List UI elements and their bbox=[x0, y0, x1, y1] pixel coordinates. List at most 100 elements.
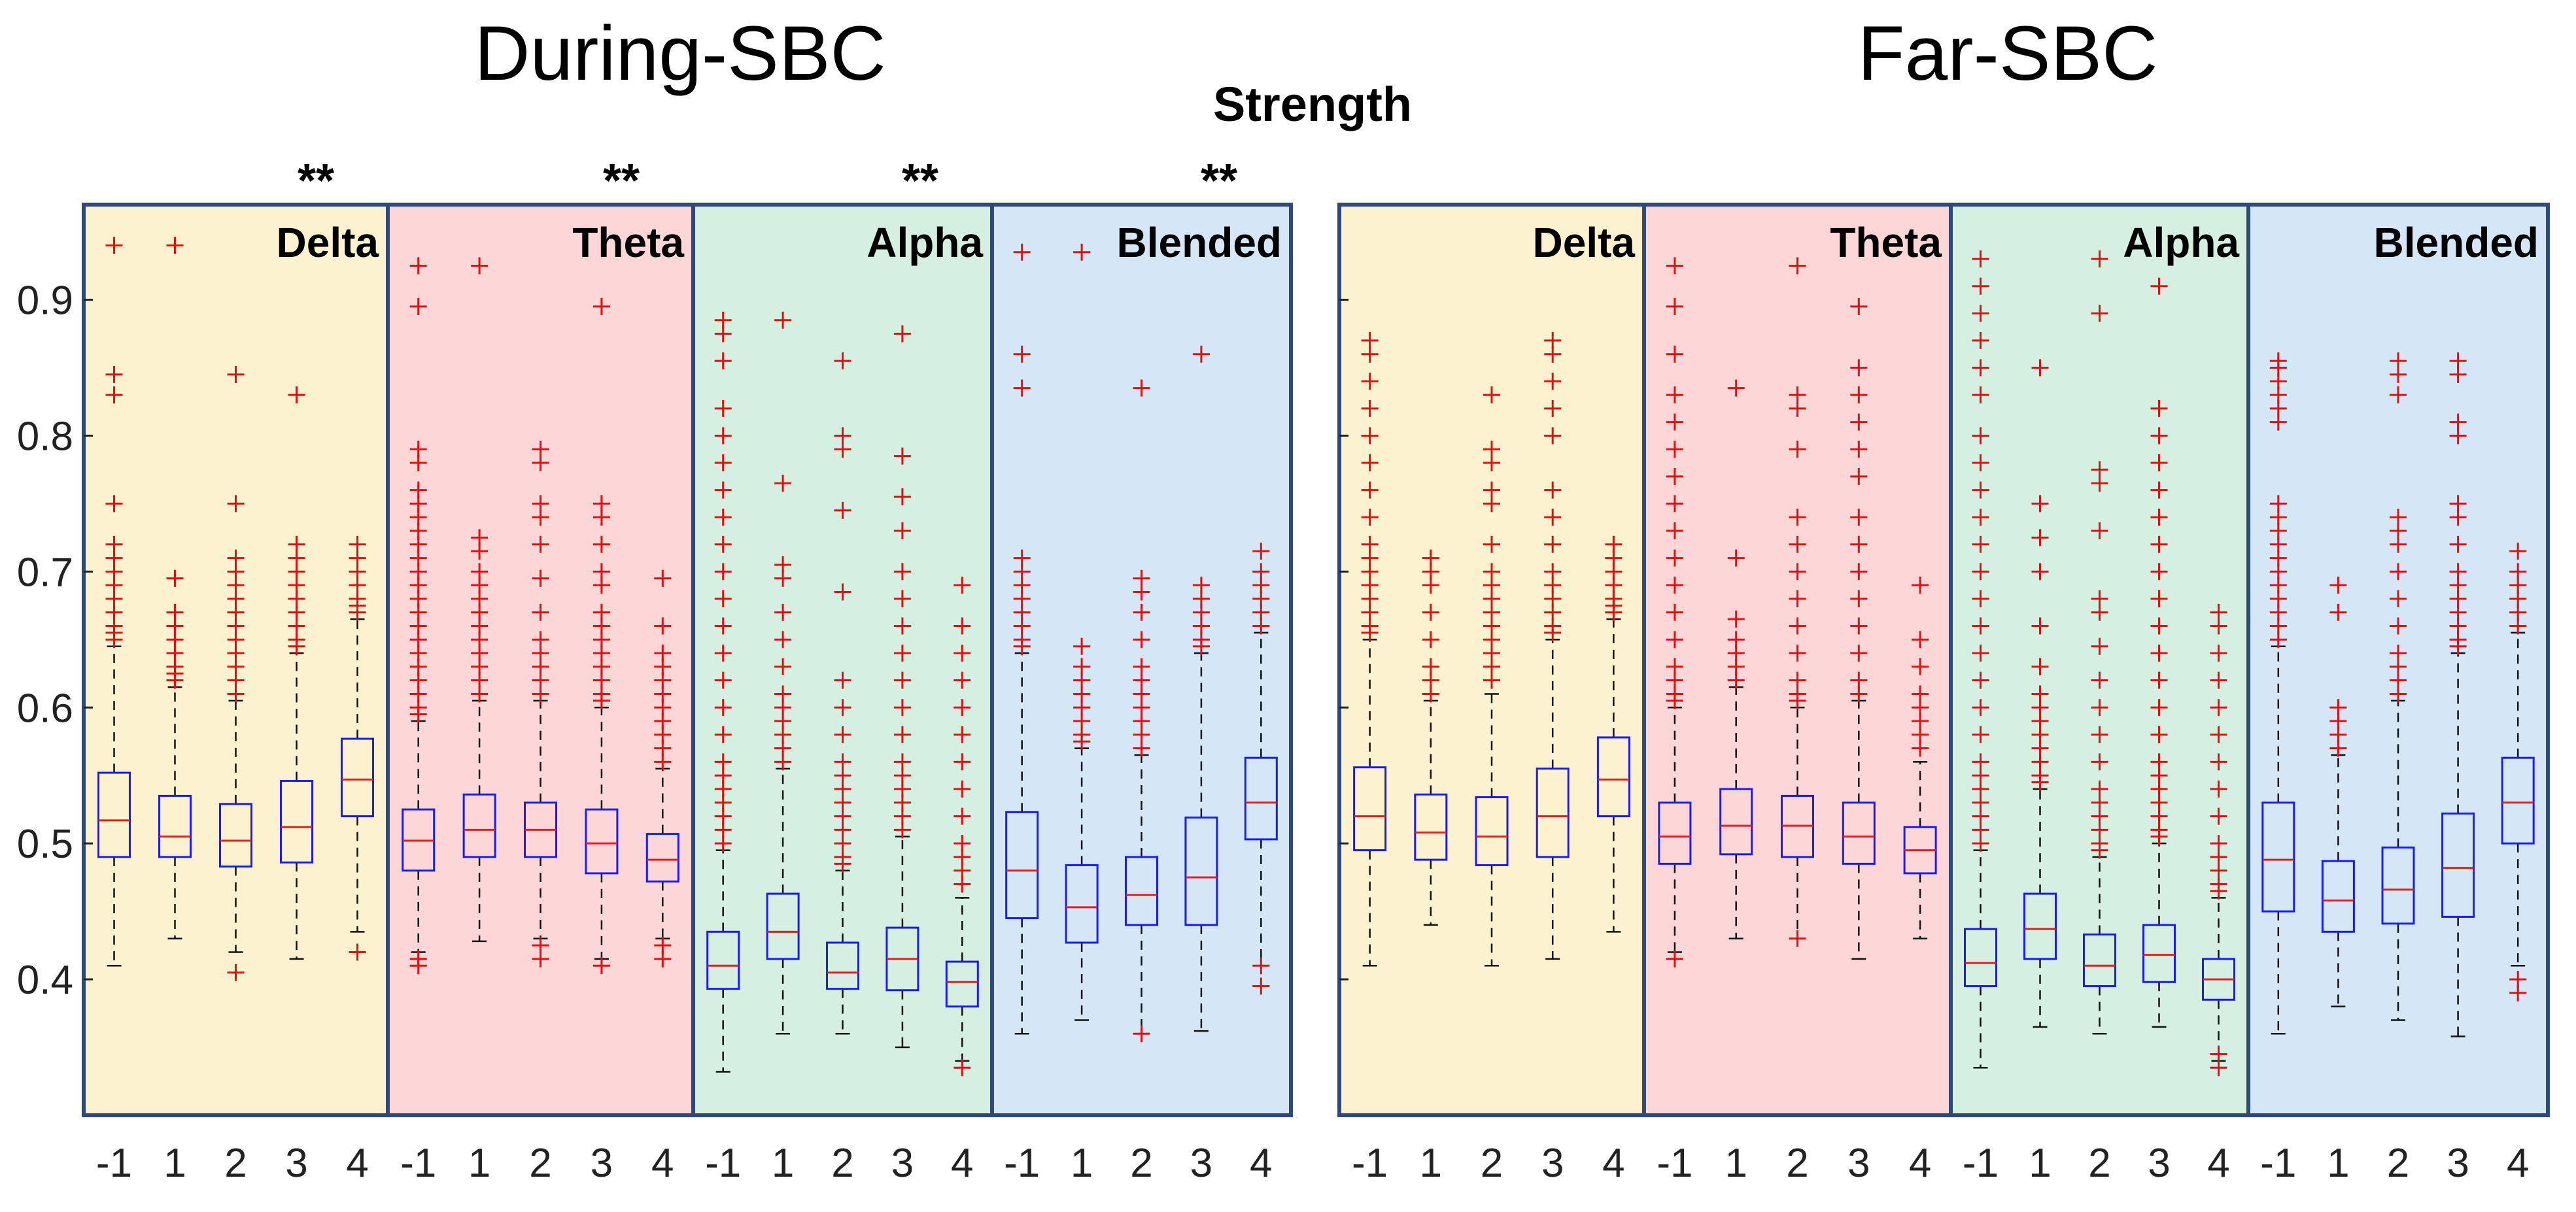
outlier-marker bbox=[2091, 841, 2108, 859]
box-far-sbc-blended-3 bbox=[2441, 352, 2475, 1037]
chart-title: Strength bbox=[1213, 77, 1412, 131]
box-body bbox=[219, 803, 252, 868]
outlier-marker bbox=[2269, 413, 2287, 431]
outlier-marker bbox=[1133, 739, 1150, 757]
outlier-marker bbox=[1252, 957, 1270, 975]
x-tick-label-during-sbc-theta-3: 3 bbox=[591, 1141, 613, 1186]
box-body bbox=[280, 780, 313, 864]
band-label-far-sbc-delta: Delta bbox=[1533, 219, 1636, 266]
outlier-marker bbox=[1789, 645, 1806, 662]
x-tick-label-far-sbc-blended-1: 1 bbox=[2327, 1141, 2349, 1186]
outlier-marker bbox=[2091, 475, 2108, 492]
outlier-marker bbox=[2031, 773, 2049, 791]
outlier-marker bbox=[1789, 509, 1806, 526]
outlier-marker bbox=[227, 495, 245, 513]
outlier-marker bbox=[1850, 359, 1868, 377]
outlier-marker bbox=[1133, 379, 1150, 397]
outlier-marker bbox=[1850, 563, 1868, 581]
outlier-marker bbox=[2150, 277, 2168, 295]
x-tick-label-far-sbc-blended-4: 4 bbox=[2507, 1141, 2529, 1186]
outlier-marker bbox=[1133, 583, 1150, 601]
outlier-marker bbox=[1544, 427, 1562, 445]
box-during-sbc-blended-4 bbox=[1244, 543, 1278, 995]
outlier-marker bbox=[1133, 1025, 1150, 1043]
x-tick-label-far-sbc-blended--1: -1 bbox=[2260, 1141, 2296, 1186]
outlier-marker bbox=[532, 950, 549, 968]
outlier-marker bbox=[1789, 399, 1806, 417]
outlier-marker bbox=[2150, 645, 2168, 662]
outlier-marker bbox=[409, 257, 427, 275]
box-during-sbc-alpha-2 bbox=[826, 352, 859, 1035]
outlier-marker bbox=[2509, 617, 2527, 635]
outlier-marker bbox=[1912, 631, 1929, 648]
outlier-marker bbox=[1789, 441, 1806, 458]
outlier-marker bbox=[1666, 345, 1683, 363]
outlier-marker bbox=[2150, 726, 2168, 743]
x-tick-label-during-sbc-alpha--1: -1 bbox=[705, 1141, 741, 1186]
outlier-marker bbox=[953, 617, 971, 635]
x-tick-label-far-sbc-delta-2: 2 bbox=[1481, 1141, 1503, 1186]
outlier-marker bbox=[953, 699, 971, 716]
outlier-marker bbox=[227, 964, 245, 981]
outlier-marker bbox=[2091, 726, 2108, 743]
outlier-marker bbox=[349, 943, 366, 961]
x-tick-label-during-sbc-blended-3: 3 bbox=[1190, 1141, 1212, 1186]
x-tick-label-during-sbc-delta-4: 4 bbox=[346, 1141, 368, 1186]
outlier-marker bbox=[1361, 427, 1379, 445]
outlier-marker bbox=[953, 671, 971, 689]
box-body bbox=[826, 941, 859, 990]
outlier-marker bbox=[2091, 637, 2108, 655]
box-body bbox=[645, 833, 679, 883]
x-tick-label-during-sbc-delta-1: 1 bbox=[163, 1141, 186, 1186]
outlier-marker bbox=[1850, 685, 1868, 703]
band-frame-during-sbc-blended bbox=[990, 203, 1293, 1117]
x-tick-label-during-sbc-theta--1: -1 bbox=[400, 1141, 436, 1186]
outlier-marker bbox=[1252, 617, 1270, 635]
box-far-sbc-delta-1 bbox=[1414, 549, 1448, 926]
y-tick-label: 0.6 bbox=[17, 686, 73, 731]
outlier-marker bbox=[1544, 535, 1562, 553]
x-tick-label-far-sbc-alpha--1: -1 bbox=[1963, 1141, 1999, 1186]
outlier-marker bbox=[349, 603, 366, 621]
outlier-marker bbox=[714, 726, 732, 743]
x-tick-label-far-sbc-theta-1: 1 bbox=[1725, 1141, 1747, 1186]
outlier-marker bbox=[1666, 577, 1683, 594]
box-far-sbc-theta--1 bbox=[1658, 257, 1692, 968]
outlier-marker bbox=[166, 237, 184, 254]
box-body bbox=[585, 808, 619, 875]
outlier-marker bbox=[2449, 427, 2467, 445]
box-body bbox=[1353, 766, 1387, 852]
outlier-marker bbox=[1850, 617, 1868, 635]
box-during-sbc-alpha-3 bbox=[885, 325, 919, 1049]
outlier-marker bbox=[893, 645, 911, 662]
outlier-marker bbox=[1850, 467, 1868, 485]
outlier-marker bbox=[1789, 257, 1806, 275]
outlier-marker bbox=[1013, 243, 1031, 261]
outlier-marker bbox=[1422, 577, 1439, 594]
outlier-marker bbox=[2091, 699, 2108, 716]
outlier-marker bbox=[1666, 603, 1683, 621]
outlier-marker bbox=[2210, 882, 2227, 900]
outlier-marker bbox=[834, 441, 851, 458]
box-during-sbc-delta-4 bbox=[341, 535, 374, 961]
outlier-marker bbox=[1727, 379, 1745, 397]
box-during-sbc-delta-2 bbox=[219, 365, 252, 981]
outlier-marker bbox=[714, 352, 732, 370]
outlier-marker bbox=[1789, 930, 1806, 947]
outlier-marker bbox=[471, 257, 489, 275]
outlier-marker bbox=[471, 543, 489, 560]
x-tick-label-far-sbc-theta--1: -1 bbox=[1657, 1141, 1692, 1186]
box-far-sbc-delta-2 bbox=[1475, 386, 1509, 967]
outlier-marker bbox=[893, 563, 911, 581]
outlier-marker bbox=[2390, 386, 2407, 404]
x-tick-label-during-sbc-theta-4: 4 bbox=[651, 1141, 674, 1186]
outlier-marker bbox=[1361, 373, 1379, 390]
outlier-marker bbox=[834, 352, 851, 370]
outlier-marker bbox=[1972, 835, 1989, 852]
box-far-sbc-alpha--1 bbox=[1964, 250, 1997, 1069]
outlier-marker bbox=[714, 509, 732, 526]
outlier-marker bbox=[893, 325, 911, 343]
significance-marker-during-sbc-alpha: ** bbox=[902, 155, 938, 207]
outlier-marker bbox=[774, 475, 792, 492]
outlier-marker bbox=[2210, 617, 2227, 635]
